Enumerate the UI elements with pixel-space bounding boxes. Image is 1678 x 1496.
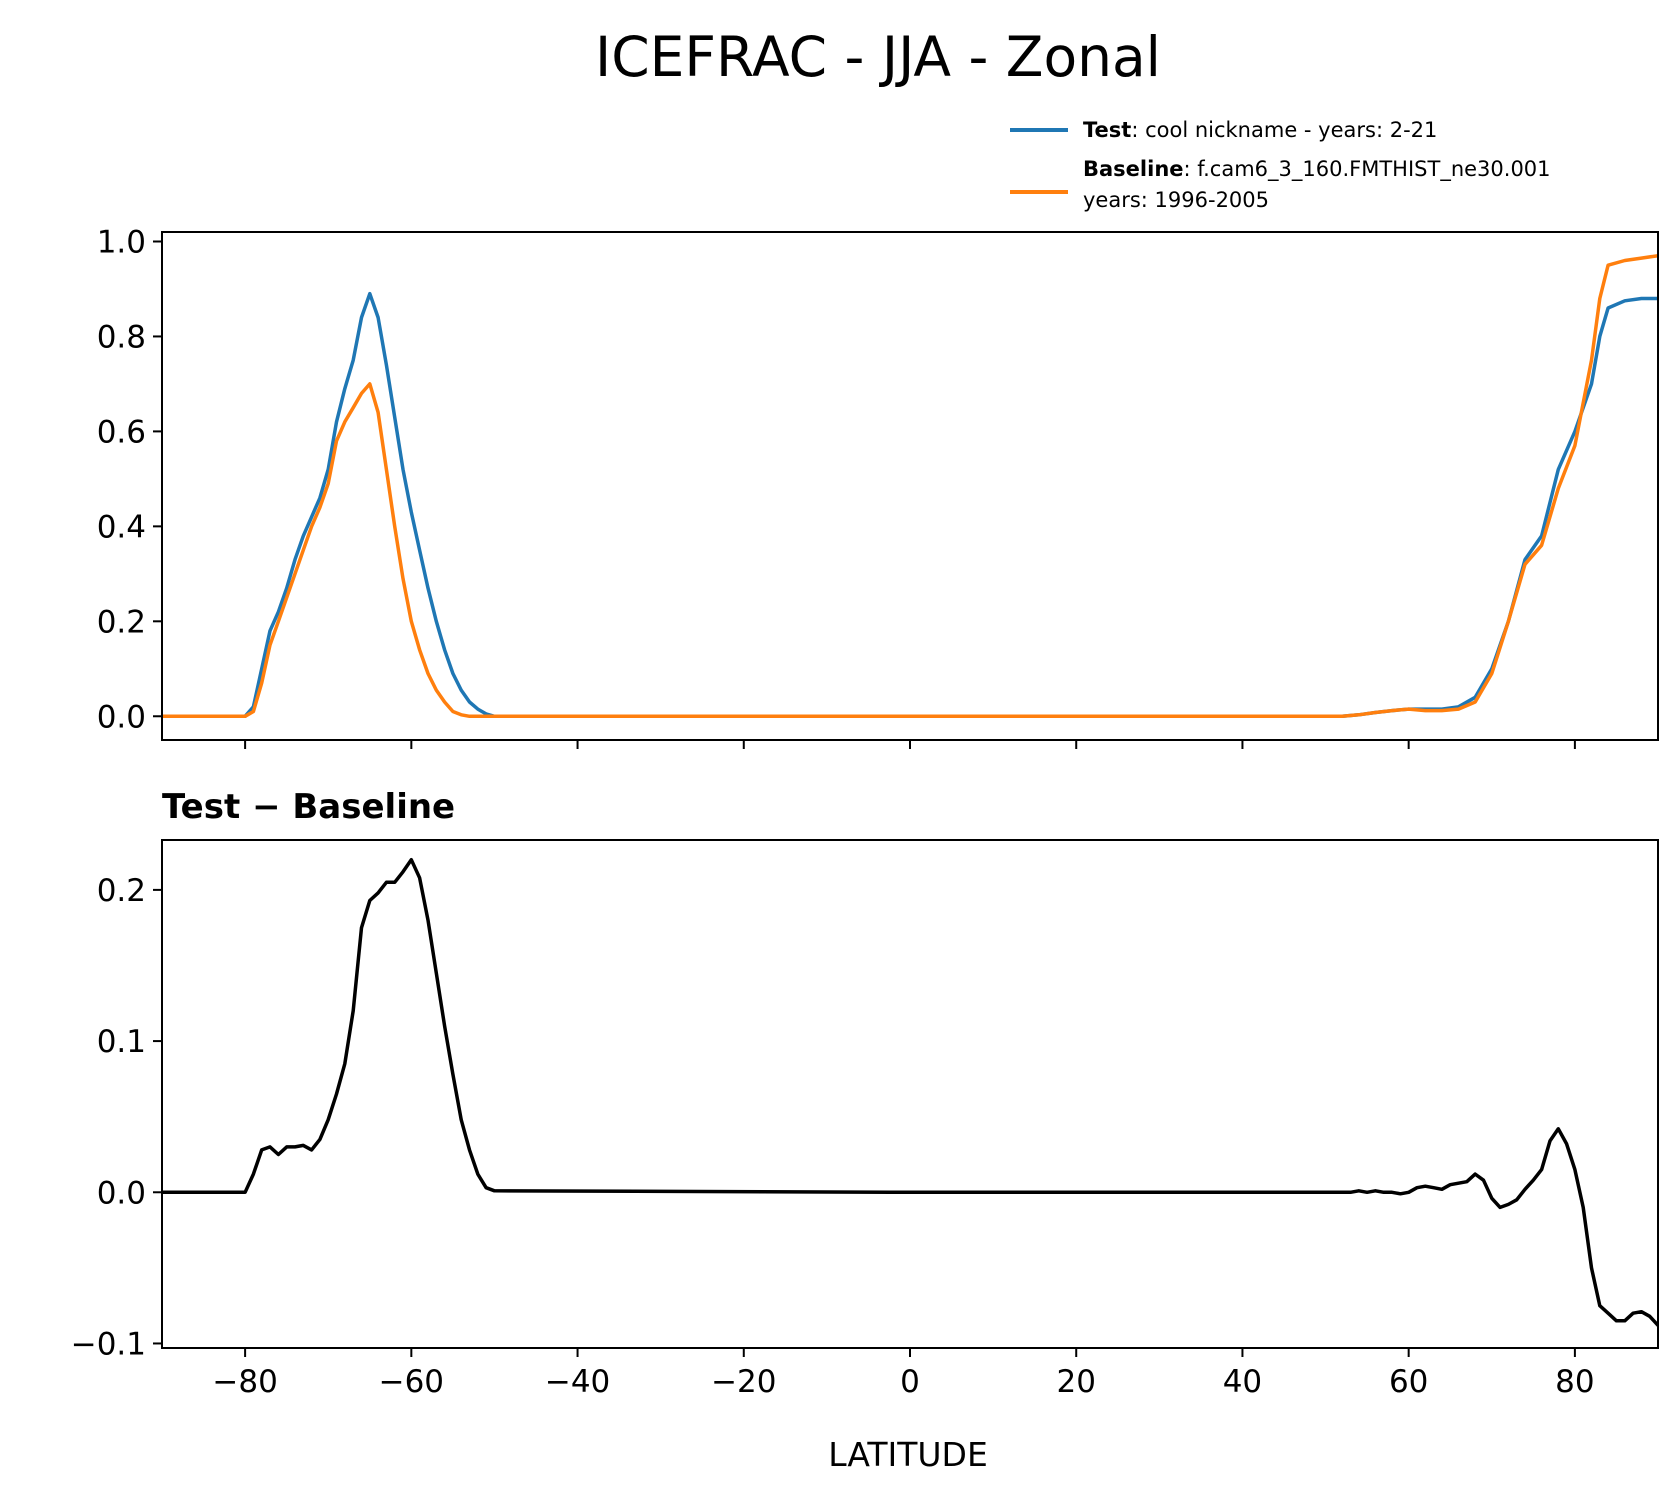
panel-subtitle: Test − Baseline — [162, 787, 455, 827]
x-tick-label: −80 — [212, 1364, 277, 1400]
y-tick-label: 0.0 — [97, 699, 146, 735]
series-line-baseline — [162, 253, 1658, 719]
y-tick-label: 0.8 — [97, 319, 146, 355]
x-tick-label: 40 — [1223, 1364, 1262, 1400]
legend-entry-baseline: Baseline: f.cam6_3_160.FMTHIST_ne30.001 — [1083, 157, 1551, 182]
x-tick-label: −20 — [711, 1364, 776, 1400]
legend-entry-name: Baseline — [1083, 157, 1184, 181]
x-tick-label: −40 — [545, 1364, 610, 1400]
chart-title: ICEFRAC - JJA - Zonal — [595, 25, 1161, 89]
y-tick-label: 0.2 — [97, 873, 146, 909]
y-tick-label: 1.0 — [97, 224, 146, 260]
legend: Test: cool nickname - years: 2-21 Baselin… — [1010, 118, 1551, 212]
y-tick-label: 0.1 — [97, 1024, 146, 1060]
y-tick-label: 0.4 — [97, 509, 146, 545]
y-tick-label: 0.6 — [97, 414, 146, 450]
legend-entry-description: : f.cam6_3_160.FMTHIST_ne30.001 — [1184, 157, 1551, 182]
x-tick-label: 20 — [1056, 1364, 1095, 1400]
series-group — [162, 253, 1658, 719]
legend-entry-test: Test: cool nickname - years: 2-21 — [1083, 118, 1437, 142]
y-tick-label: −0.1 — [71, 1326, 146, 1362]
y-tick-label: 0.2 — [97, 604, 146, 640]
series-line-test — [162, 291, 1658, 719]
y-tick-label: 0.0 — [97, 1175, 146, 1211]
top-panel: 0.0 0.2 0.4 0.6 0.8 1.0 — [97, 224, 1659, 749]
x-tick-label: 0 — [900, 1364, 920, 1400]
x-tick-label: 60 — [1389, 1364, 1428, 1400]
x-tick-label: −60 — [379, 1364, 444, 1400]
difference-panel: Test − Baseline −0.1 0.0 0.1 0.2 −80 −60 −40 −20… — [71, 787, 1659, 1400]
legend-entry-years: years: 1996-2005 — [1083, 188, 1269, 212]
x-axis-label: LATITUDE — [828, 1435, 988, 1474]
x-tick-label: 80 — [1555, 1364, 1594, 1400]
legend-entry-name: Test — [1083, 118, 1131, 142]
series-group — [162, 857, 1658, 1328]
legend-entry-description: : cool nickname - years: 2-21 — [1131, 118, 1437, 142]
series-line-difference — [162, 857, 1658, 1328]
